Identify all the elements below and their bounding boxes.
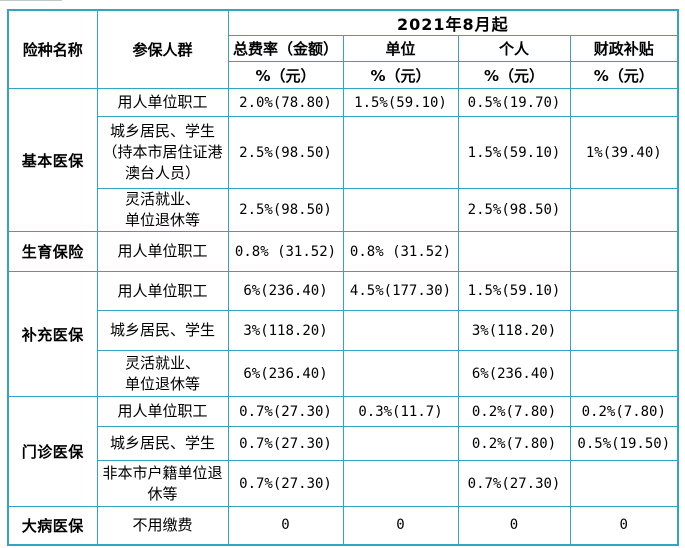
rate-cell: 2.5%(98.50): [227, 116, 344, 189]
table-row: 城乡居民、学生 3%(118.20) 3%(118.20): [8, 310, 679, 351]
screenshot-edge-artifact: [0, 0, 62, 1]
header-metric-individual: 个人: [457, 35, 571, 62]
section-label-supplementary: 补充医保: [7, 271, 98, 397]
section-label-serious-illness: 大病医保: [7, 506, 98, 545]
rate-cell: [342, 460, 459, 507]
header-period: 2021年8月起: [227, 9, 679, 36]
unit-label-total: %（元）: [227, 61, 344, 89]
rate-cell: 4.5%(177.30): [342, 271, 459, 311]
header-row-period: 险种名称 参保人群 2021年8月起: [7, 9, 679, 89]
rate-cell: [457, 231, 571, 272]
group-cell: 城乡居民、学生 （持本市居住证港 澳台人员）: [96, 116, 229, 189]
section-label-basic: 基本医保: [7, 88, 98, 232]
rate-cell: 2.5%(98.50): [457, 188, 571, 232]
rate-cell: 0.8% (31.52): [342, 231, 459, 272]
table-row: 城乡居民、学生 （持本市居住证港 澳台人员） 2.5%(98.50) 1.5%(…: [8, 116, 679, 189]
rate-cell: [569, 231, 679, 272]
header-insurance-type: 险种名称: [7, 9, 98, 89]
header-metric-subsidy: 财政补贴: [569, 35, 679, 62]
table-row: 灵活就业、 单位退休等 2.5%(98.50) 2.5%(98.50): [8, 188, 679, 232]
group-cell: 城乡居民、学生: [96, 310, 229, 351]
rate-cell: [569, 188, 679, 232]
rate-cell: 0.5%(19.70): [457, 88, 571, 117]
table-row: 城乡居民、学生 0.7%(27.30) 0.2%(7.80) 0.5%(19.5…: [8, 426, 679, 461]
header-row-units: %（元） %（元） %（元） %（元）: [8, 61, 679, 89]
section-label-maternity: 生育保险: [7, 231, 98, 272]
table-row: 补充医保 用人单位职工 6%(236.40) 4.5%(177.30) 1.5%…: [7, 271, 679, 397]
rate-cell: [342, 188, 459, 232]
group-cell: 用人单位职工: [96, 396, 229, 427]
rate-cell: 3%(118.20): [227, 310, 344, 351]
group-cell: 用人单位职工: [96, 231, 229, 272]
rate-cell: [569, 271, 679, 311]
unit-label-individual: %（元）: [457, 61, 571, 89]
table-row: 基本医保 用人单位职工 2.0%(78.80) 1.5%(59.10) 0.5%…: [7, 88, 679, 232]
rate-cell: [569, 88, 679, 117]
unit-label-subsidy: %（元）: [569, 61, 679, 89]
rate-cell: 6%(236.40): [227, 271, 344, 311]
group-cell: 不用缴费: [96, 506, 229, 545]
rate-cell: 2.0%(78.80): [227, 88, 344, 117]
group-cell: 灵活就业、 单位退休等: [96, 188, 229, 232]
rate-cell: 0.7%(27.30): [227, 460, 344, 507]
section-label-outpatient: 门诊医保: [7, 396, 98, 507]
rate-cell: 0.8% (31.52): [227, 231, 344, 272]
header-row-metrics: 总费率（金额） 单位 个人 财政补贴: [8, 35, 679, 62]
table-row: 生育保险 用人单位职工 0.8% (31.52) 0.8% (31.52): [7, 231, 679, 272]
header-metric-total-rate: 总费率（金额）: [227, 35, 344, 62]
rate-cell: 0: [227, 506, 344, 545]
rate-cell: 1.5%(59.10): [457, 116, 571, 189]
table-row: 大病医保 不用缴费 0 0 0 0: [7, 506, 679, 545]
rate-cell: 6%(236.40): [457, 350, 571, 397]
rate-cell: 1%(39.40): [569, 116, 679, 189]
rate-cell: 0.7%(27.30): [227, 396, 344, 427]
rate-cell: 0.3%(11.7): [342, 396, 459, 427]
rate-cell: 0.2%(7.80): [457, 426, 571, 461]
table-row: 非本市户籍单位退 休等 0.7%(27.30) 0.7%(27.30): [8, 460, 679, 507]
table-row: 门诊医保 用人单位职工 0.7%(27.30) 0.3%(11.7) 0.2%(…: [7, 396, 679, 507]
rate-cell: 0: [342, 506, 459, 545]
rate-cell: 0.2%(7.80): [457, 396, 571, 427]
rate-cell: 1.5%(59.10): [342, 88, 459, 117]
rate-cell: 0.2%(7.80): [569, 396, 679, 427]
rate-cell: 0.7%(27.30): [457, 460, 571, 507]
header-insured-group: 参保人群: [96, 9, 229, 89]
insurance-rate-table: 险种名称 参保人群 2021年8月起 总费率（金额） 单位 个人 财政补贴 %（…: [7, 9, 680, 546]
rate-cell: [342, 426, 459, 461]
rate-cell: 3%(118.20): [457, 310, 571, 351]
rate-cell: [342, 116, 459, 189]
rate-cell: 1.5%(59.10): [457, 271, 571, 311]
rate-cell: [342, 310, 459, 351]
group-cell: 用人单位职工: [96, 271, 229, 311]
rate-cell: [569, 350, 679, 397]
rate-cell: 6%(236.40): [227, 350, 344, 397]
rate-cell: 0.5%(19.50): [569, 426, 679, 461]
rate-cell: 0: [457, 506, 571, 545]
rate-cell: 0: [569, 506, 679, 545]
group-cell: 用人单位职工: [96, 88, 229, 117]
rate-cell: 2.5%(98.50): [227, 188, 344, 232]
rate-cell: 0.7%(27.30): [227, 426, 344, 461]
header-metric-employer: 单位: [342, 35, 459, 62]
group-cell: 城乡居民、学生: [96, 426, 229, 461]
group-cell: 非本市户籍单位退 休等: [96, 460, 229, 507]
rate-cell: [569, 310, 679, 351]
rate-cell: [569, 460, 679, 507]
unit-label-employer: %（元）: [342, 61, 459, 89]
rate-cell: [342, 350, 459, 397]
table-row: 灵活就业、 单位退休等 6%(236.40) 6%(236.40): [8, 350, 679, 397]
group-cell: 灵活就业、 单位退休等: [96, 350, 229, 397]
